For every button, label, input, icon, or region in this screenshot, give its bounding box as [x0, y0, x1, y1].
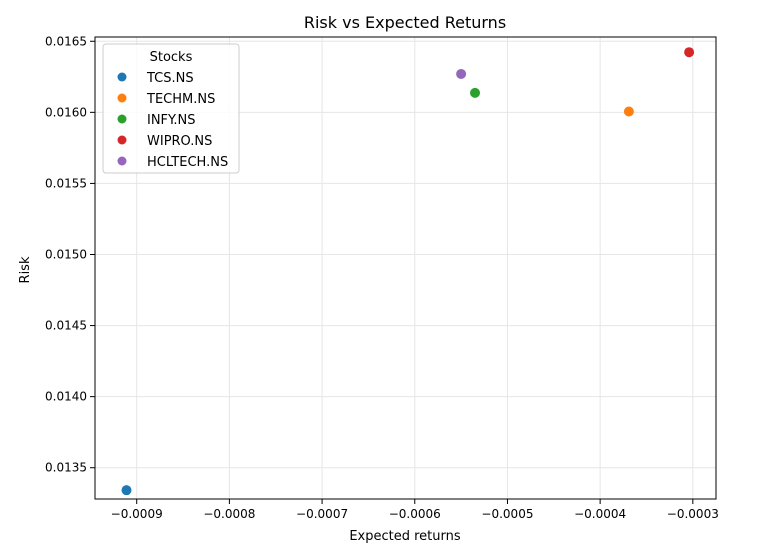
legend-marker	[117, 114, 127, 124]
y-tick-label: 0.0155	[45, 176, 87, 190]
legend-marker	[117, 135, 127, 145]
plot-area-frame	[94, 36, 717, 500]
legend: Stocks TCS.NS TECHM.NS INFY.NS WIPRO.NS HCLT…	[102, 43, 240, 174]
x-tick-label: −0.0005	[481, 507, 533, 521]
y-tick-label: 0.0140	[45, 390, 87, 404]
x-tick-label: −0.0003	[667, 507, 719, 521]
y-tick-label: 0.0165	[45, 34, 87, 48]
y-tick-label: 0.0145	[45, 319, 87, 333]
grid	[95, 37, 716, 499]
x-tick-label: −0.0004	[574, 507, 626, 521]
legend-marker	[117, 72, 127, 82]
x-tick-label: −0.0006	[389, 507, 441, 521]
chart-title: Risk vs Expected Returns	[304, 13, 506, 32]
legend-label: TECHM.NS	[146, 92, 215, 107]
y-tick-label: 0.0160	[45, 105, 87, 119]
x-tick-label: −0.0009	[111, 507, 163, 521]
data-point	[456, 68, 467, 79]
data-point	[623, 106, 634, 117]
legend-label: INFY.NS	[147, 113, 195, 128]
data-points	[121, 47, 695, 496]
data-point	[684, 47, 695, 58]
legend-label: TCS.NS	[146, 71, 194, 86]
legend-marker	[117, 156, 127, 166]
x-tick-label: −0.0007	[296, 507, 348, 521]
y-tick-label: 0.0150	[45, 247, 87, 261]
legend-title: Stocks	[150, 50, 193, 65]
data-point	[121, 485, 132, 496]
legend-label: HCLTECH.NS	[147, 155, 228, 170]
y-axis-title: Risk	[18, 256, 33, 283]
legend-marker	[117, 93, 127, 103]
x-axis-title: Expected returns	[349, 529, 461, 544]
data-point	[470, 87, 481, 98]
legend-box	[102, 43, 240, 174]
y-tick-label: 0.0135	[45, 461, 87, 475]
legend-label: WIPRO.NS	[147, 134, 212, 149]
axis-ticks: −0.0009 −0.0008 −0.0007 −0.0006 −0.0005 −0.00…	[45, 34, 719, 521]
x-tick-label: −0.0008	[203, 507, 255, 521]
